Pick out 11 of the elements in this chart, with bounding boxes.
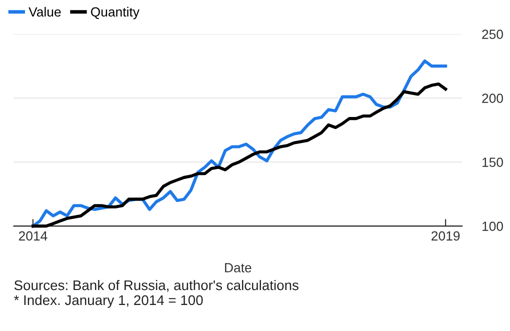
y-tick-label: 100 — [482, 222, 504, 231]
legend-label: Value — [28, 6, 61, 17]
x-tick-label: 2014 — [18, 231, 48, 241]
x-axis-title: Date — [225, 263, 252, 272]
y-tick-label: 250 — [482, 30, 504, 40]
legend-label: Quantity — [90, 6, 140, 20]
x-tick-label: 2019 — [432, 231, 460, 241]
y-tick-label: 150 — [482, 158, 504, 167]
y-tick-label: 200 — [482, 94, 504, 103]
source-note: Sources: Bank of Russia, author's calculations — [14, 280, 298, 292]
text: * Index. January 1, 2014 = 100 — [14, 294, 203, 308]
